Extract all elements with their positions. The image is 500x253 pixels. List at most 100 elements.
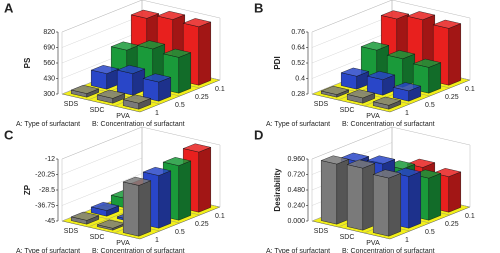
- bar-side: [198, 21, 212, 86]
- bar: [96, 89, 126, 104]
- bar-front: [320, 160, 338, 225]
- x-tick-label: SDS: [314, 101, 329, 108]
- y-tick-label: 0.4: [295, 75, 305, 82]
- y-tick-label: -12: [45, 156, 55, 163]
- bar-top: [320, 155, 350, 165]
- z-tick-label: 0.5: [425, 229, 435, 236]
- x-tick-label: SDC: [90, 234, 105, 241]
- x-tick-label: PVA: [116, 113, 130, 120]
- bar-top: [122, 176, 152, 186]
- bar-side: [448, 23, 462, 86]
- bar-top: [162, 48, 192, 58]
- x-tick-label: SDS: [64, 228, 79, 235]
- bar: [340, 67, 370, 90]
- panel: 0.28 0.4 0.52 0.64 0.76 PDI B SDS SDC PVA 0.1 0.25 0…: [254, 0, 475, 128]
- bar-top: [122, 94, 152, 104]
- bar-front: [116, 69, 134, 96]
- y-tick-label: 560: [43, 60, 55, 67]
- bar-side: [428, 62, 442, 94]
- bar-top: [346, 159, 376, 169]
- bar-top: [130, 9, 160, 19]
- z-tick-label: 0.5: [175, 102, 185, 109]
- y-tick-label: 0.52: [291, 60, 305, 67]
- bar: [90, 201, 120, 217]
- bar-top: [70, 211, 100, 221]
- y-tick-label: 0.000: [287, 218, 305, 225]
- grid-line: [61, 173, 143, 206]
- y-tick-label: 690: [43, 44, 55, 51]
- z-axis-title: B: Concentration of surfactant: [342, 248, 435, 253]
- grid-line: [311, 0, 393, 33]
- bar-top: [182, 143, 212, 153]
- grid-line: [61, 0, 143, 33]
- x-axis-title: A: Type of surfactant: [266, 121, 330, 128]
- y-axis-title: ZP: [23, 184, 32, 195]
- bar-top: [142, 73, 172, 83]
- bar: [116, 65, 146, 96]
- z-tick-label: 0.25: [195, 221, 209, 228]
- bar: [346, 89, 376, 104]
- bar-top: [406, 11, 436, 21]
- bar-top: [320, 85, 350, 95]
- z-tick-label: 0.1: [465, 213, 475, 220]
- y-tick-label: 0.960: [287, 156, 305, 163]
- bar-side: [198, 147, 212, 213]
- bar-top: [432, 19, 462, 29]
- panel-label: C: [4, 127, 14, 142]
- grid-line: [311, 126, 393, 160]
- grid-line: [311, 30, 393, 64]
- y-axis-title: PDI: [273, 56, 282, 69]
- bar: [366, 71, 396, 96]
- bar: [346, 159, 376, 231]
- panel: -45 -36.75 -28.5 -20.25 -12 ZP C SDS SDC PVA 0.1 0.…: [4, 126, 225, 253]
- bar-top: [412, 58, 442, 68]
- bar-top: [346, 89, 376, 99]
- panel-label: A: [4, 0, 14, 15]
- bar-top: [142, 166, 172, 176]
- z-tick-label: 0.25: [445, 94, 459, 101]
- y-tick-label: -45: [45, 218, 55, 225]
- grid-line: [61, 30, 143, 64]
- bar-side: [178, 160, 192, 221]
- bar: [320, 85, 350, 98]
- panel-label: D: [254, 127, 263, 142]
- bar-side: [388, 173, 402, 237]
- z-tick-label: 1: [155, 110, 159, 117]
- z-tick-label: 1: [405, 110, 409, 117]
- y-tick-label: 0.28: [291, 91, 305, 98]
- y-tick-label: 820: [43, 29, 55, 36]
- panel-label: B: [254, 0, 263, 15]
- grid-line: [61, 142, 143, 175]
- x-tick-label: SDC: [340, 234, 355, 241]
- z-axis-title: B: Concentration of surfactant: [342, 121, 435, 128]
- bar-front: [372, 174, 390, 237]
- bar-top: [340, 67, 370, 77]
- z-tick-label: 0.5: [425, 102, 435, 109]
- y-tick-label: -36.75: [35, 202, 55, 209]
- y-tick-label: 0.480: [287, 187, 305, 194]
- z-axis-title: B: Concentration of surfactant: [92, 248, 185, 253]
- x-tick-label: PVA: [366, 240, 380, 247]
- z-tick-label: 0.5: [175, 229, 185, 236]
- bar-top: [366, 71, 396, 80]
- bar-top: [366, 155, 396, 165]
- x-tick-label: PVA: [366, 113, 380, 120]
- bar: [372, 169, 402, 237]
- bar-top: [90, 201, 120, 211]
- z-tick-label: 0.25: [445, 221, 459, 228]
- bar-top: [136, 40, 166, 50]
- z-tick-label: 1: [405, 237, 409, 244]
- x-tick-label: PVA: [116, 240, 130, 247]
- x-tick-label: SDC: [90, 107, 105, 114]
- z-tick-label: 0.1: [465, 86, 475, 93]
- panel: 0.000 0.240 0.480 0.720 0.960 Desirability D SD…: [254, 126, 475, 253]
- bar-top: [380, 10, 410, 20]
- z-axis-title: B: Concentration of surfactant: [92, 121, 185, 128]
- y-tick-label: 300: [43, 91, 55, 98]
- x-axis-title: A: Type of surfactant: [266, 248, 330, 253]
- bar-top: [182, 18, 212, 28]
- bar-top: [156, 10, 186, 20]
- z-tick-label: 0.25: [195, 94, 209, 101]
- bar-side: [138, 180, 152, 237]
